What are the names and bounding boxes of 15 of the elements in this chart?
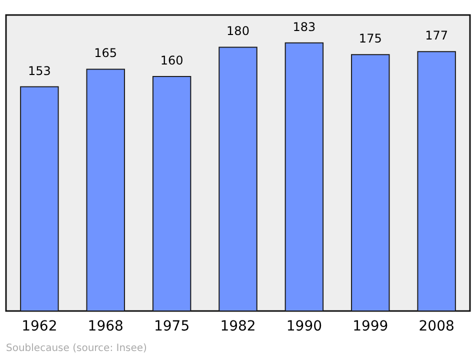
data-label: 165 (94, 46, 118, 60)
data-label: 160 (160, 54, 184, 68)
data-label: 183 (292, 20, 316, 34)
x-tick-label: 1999 (352, 318, 388, 334)
text: Soublecause (source: Insee) (6, 343, 148, 353)
x-tick-label: 1990 (286, 318, 322, 334)
data-label: 153 (28, 64, 51, 78)
data-label: 177 (425, 28, 448, 43)
x-tick-label: 2008 (418, 318, 454, 334)
x-tick-label: 1982 (220, 318, 256, 334)
x-tick-label: 1975 (154, 318, 190, 334)
x-tick-label: 1968 (88, 318, 124, 334)
x-tick-label: 1962 (22, 318, 58, 334)
data-label: 180 (226, 24, 250, 38)
data-label: 175 (358, 32, 382, 46)
